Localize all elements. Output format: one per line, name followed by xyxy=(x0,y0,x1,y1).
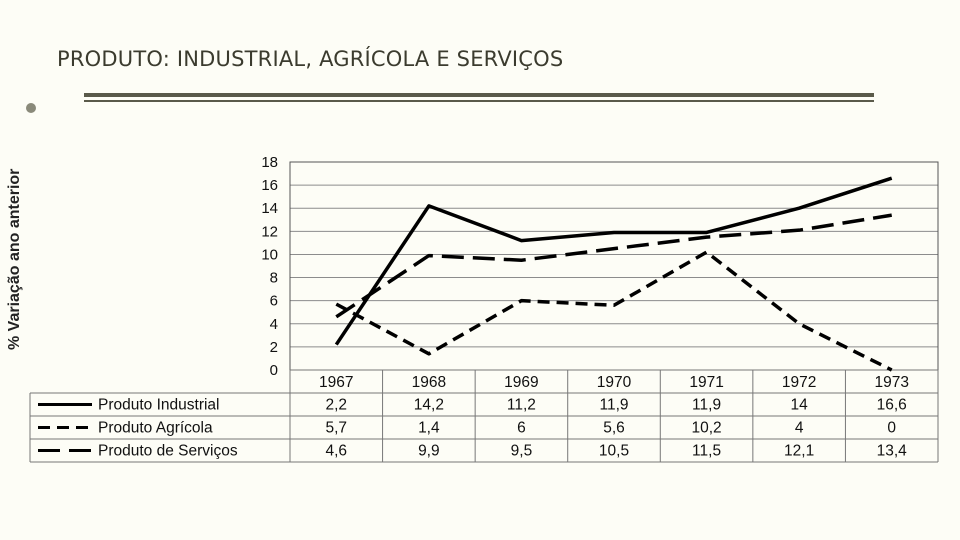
x-category-label: 1971 xyxy=(689,374,723,391)
data-label: 5,7 xyxy=(326,420,348,437)
data-label: 0 xyxy=(887,420,896,437)
data-label: 4,6 xyxy=(326,443,348,460)
title-rule-thick xyxy=(84,93,874,97)
data-label: 9,9 xyxy=(418,443,440,460)
y-tick-label: 10 xyxy=(261,246,278,263)
data-label: 16,6 xyxy=(877,397,907,414)
data-label: 12,1 xyxy=(784,443,814,460)
legend-series-name: Produto Industrial xyxy=(98,397,220,414)
data-label: 11,2 xyxy=(507,397,536,414)
y-tick-label: 12 xyxy=(261,223,278,240)
y-tick-label: 2 xyxy=(270,339,278,356)
x-category-label: 1968 xyxy=(412,374,446,391)
data-label: 13,4 xyxy=(877,443,908,460)
y-tick-label: 4 xyxy=(270,316,278,333)
x-category-label: 1973 xyxy=(874,374,908,391)
title-rule-thin xyxy=(84,100,874,102)
data-label: 2,2 xyxy=(326,397,348,414)
y-tick-label: 14 xyxy=(261,200,278,217)
x-category-label: 1972 xyxy=(782,374,816,391)
y-tick-label: 16 xyxy=(261,177,278,194)
data-label: 9,5 xyxy=(511,443,533,460)
slide-title: PRODUTO: INDUSTRIAL, AGRÍCOLA E SERVIÇOS xyxy=(57,47,564,71)
bullet-dot xyxy=(26,103,36,113)
data-label: 1,4 xyxy=(418,420,440,437)
data-label: 6 xyxy=(517,420,526,437)
y-tick-label: 8 xyxy=(270,270,278,287)
x-category-label: 1969 xyxy=(504,374,538,391)
series-line xyxy=(335,213,892,319)
y-tick-label: 18 xyxy=(261,154,278,171)
y-tick-label: 0 xyxy=(270,362,278,379)
x-category-label: 1970 xyxy=(597,374,632,391)
data-label: 11,9 xyxy=(692,397,721,414)
data-label: 10,2 xyxy=(691,420,721,437)
data-label: 11,9 xyxy=(599,397,628,414)
data-label: 14,2 xyxy=(414,397,444,414)
data-label: 5,6 xyxy=(603,420,625,437)
y-tick-label: 6 xyxy=(270,293,278,310)
legend-series-name: Produto Agrícola xyxy=(98,420,213,437)
data-label: 11,5 xyxy=(692,443,721,460)
legend-series-name: Produto de Serviços xyxy=(98,443,238,460)
series-line xyxy=(335,250,893,372)
x-category-label: 1967 xyxy=(319,374,353,391)
data-label: 4 xyxy=(795,420,804,437)
data-label: 14 xyxy=(791,397,809,414)
data-label: 10,5 xyxy=(599,443,629,460)
